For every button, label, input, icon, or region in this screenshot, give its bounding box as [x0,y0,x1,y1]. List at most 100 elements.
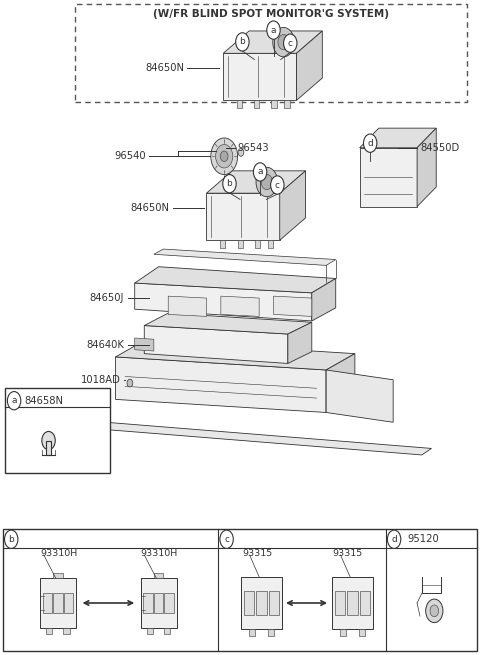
Text: 93315: 93315 [332,549,362,558]
Bar [164,627,170,634]
Polygon shape [360,128,436,148]
Text: 84658N: 84658N [24,396,64,405]
Bar [332,577,373,629]
Bar [147,627,153,634]
Bar [154,573,163,578]
Text: 93310H: 93310H [141,549,178,558]
Polygon shape [168,296,206,316]
Text: 84550D: 84550D [420,143,459,153]
Text: c: c [275,181,280,189]
Polygon shape [154,249,336,265]
Bar [241,577,282,629]
Bar [238,240,243,248]
Bar [164,593,174,613]
Bar [256,591,267,615]
Text: 84650J: 84650J [90,293,124,303]
Bar [144,593,153,613]
Bar [40,578,76,627]
Polygon shape [135,267,336,293]
Polygon shape [280,171,306,240]
Text: b: b [227,179,232,188]
Bar [46,627,52,634]
Bar [53,593,63,613]
Bar [335,591,345,615]
Bar [244,591,254,615]
Circle shape [211,138,238,174]
Polygon shape [206,193,280,240]
Bar [3,529,477,651]
Circle shape [4,530,18,548]
Bar [237,100,242,108]
Bar [75,4,468,102]
Bar [53,573,63,578]
Polygon shape [297,31,323,100]
Circle shape [127,379,133,387]
Bar [347,591,358,615]
Text: b: b [8,534,14,544]
Circle shape [238,149,244,157]
Polygon shape [135,283,312,321]
Circle shape [271,176,284,194]
Bar [4,388,110,473]
Circle shape [387,530,401,548]
Bar [254,100,259,108]
Polygon shape [223,53,297,100]
Bar [249,629,255,636]
Polygon shape [96,422,432,455]
Bar [359,629,365,636]
Circle shape [261,174,273,190]
Bar [46,441,51,455]
Circle shape [236,33,249,51]
Text: d: d [391,534,397,544]
Circle shape [284,34,297,52]
Polygon shape [326,354,355,413]
Polygon shape [274,296,312,316]
Circle shape [220,151,228,162]
Text: 95120: 95120 [408,534,439,544]
Bar [285,100,289,108]
Bar [255,240,260,248]
Text: 93315: 93315 [242,549,273,558]
Bar [268,240,273,248]
Text: (W/FR BLIND SPOT MONITOR'G SYSTEM): (W/FR BLIND SPOT MONITOR'G SYSTEM) [153,9,389,18]
Polygon shape [144,326,288,364]
Polygon shape [116,357,326,413]
Polygon shape [221,296,259,316]
Polygon shape [144,313,312,334]
Circle shape [430,605,439,617]
Bar [268,629,274,636]
Text: 84640K: 84640K [86,340,124,350]
Text: 96540: 96540 [114,151,146,161]
Circle shape [216,145,233,168]
Text: b: b [240,37,245,47]
Bar [360,591,370,615]
Polygon shape [360,148,417,206]
Circle shape [256,167,277,196]
Circle shape [42,432,55,450]
Text: a: a [257,168,263,176]
Text: c: c [224,534,229,544]
Text: d: d [367,139,373,147]
Text: 84650N: 84650N [131,203,169,213]
Circle shape [253,163,267,181]
Bar [63,627,70,634]
Circle shape [7,392,21,410]
Text: 96543: 96543 [238,143,269,153]
Polygon shape [417,128,436,206]
Text: 1018AD: 1018AD [81,375,120,384]
Polygon shape [326,370,393,422]
Circle shape [220,530,233,548]
Bar [141,578,177,627]
Circle shape [363,134,377,153]
Polygon shape [288,322,312,364]
Polygon shape [223,31,323,53]
Polygon shape [135,338,154,351]
Circle shape [267,21,280,39]
Bar [220,240,226,248]
Bar [154,593,163,613]
Text: a: a [12,396,17,405]
Bar [269,591,279,615]
Bar [43,593,52,613]
Bar [339,629,346,636]
Circle shape [273,28,294,57]
